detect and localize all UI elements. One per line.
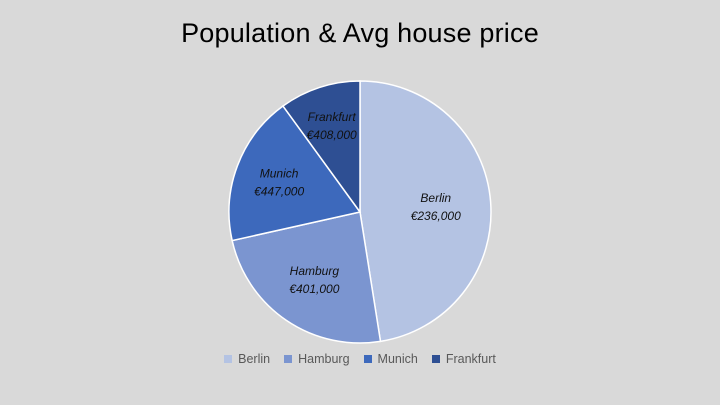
- legend-label-frankfurt: Frankfurt: [445, 352, 496, 366]
- legend-item-frankfurt: Frankfurt: [431, 352, 496, 366]
- slice-value-label-munich: €447,000: [254, 184, 304, 198]
- pie-slice-munich: [228, 104, 362, 242]
- slice-category-label-munich: Munich: [260, 166, 299, 180]
- legend-item-munich: Munich: [363, 352, 418, 366]
- legend-label-hamburg: Hamburg: [298, 352, 350, 366]
- chart-title: Population & Avg house price: [181, 18, 539, 48]
- legend-swatch-munich: [363, 355, 372, 363]
- slice-category-label-hamburg: Hamburg: [290, 264, 340, 278]
- legend-item-hamburg: Hamburg: [284, 352, 350, 366]
- legend-item-berlin: Berlin: [224, 352, 270, 366]
- slice-value-label-frankfurt: €408,000: [307, 128, 357, 142]
- pie-slice-frankfurt: [281, 80, 361, 215]
- legend-swatch-frankfurt: [431, 355, 440, 363]
- slice-value-label-berlin: €236,000: [411, 209, 461, 223]
- slice-category-label-frankfurt: Frankfurt: [308, 110, 357, 124]
- legend-swatch-hamburg: [284, 355, 293, 363]
- slice-value-label-hamburg: €401,000: [289, 282, 339, 296]
- legend-label-berlin: Berlin: [238, 352, 271, 366]
- pie-slice-hamburg: [231, 211, 382, 344]
- slice-category-label-berlin: Berlin: [420, 191, 451, 205]
- pie-slice-berlin: [359, 80, 492, 343]
- legend-swatch-berlin: [224, 355, 233, 363]
- legend: Berlin Hamburg Munich Frankfurt: [0, 352, 720, 366]
- legend-label-munich: Munich: [377, 352, 418, 366]
